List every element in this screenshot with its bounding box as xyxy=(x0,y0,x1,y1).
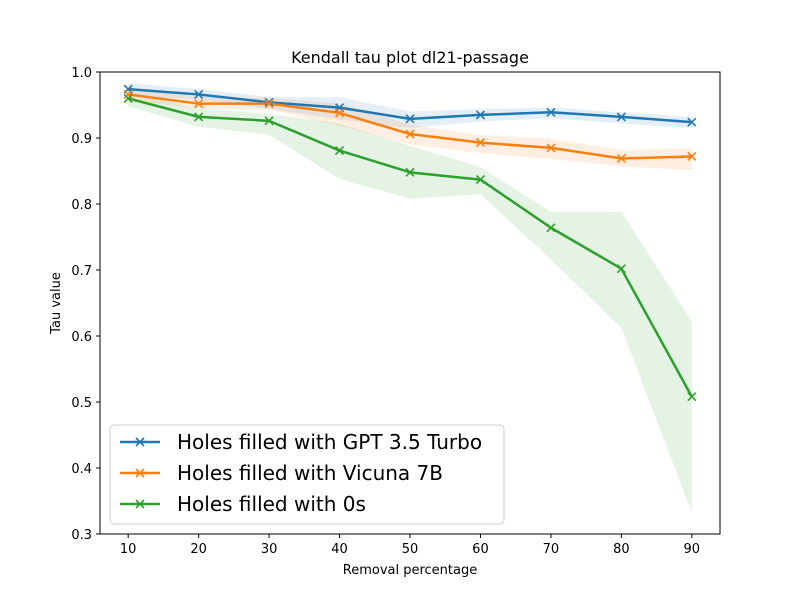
legend: Holes filled with GPT 3.5 Turbo Holes fil… xyxy=(109,424,505,525)
data-point xyxy=(264,97,274,107)
data-point xyxy=(616,153,626,164)
legend-label: Holes filled with 0s xyxy=(177,492,366,516)
data-point xyxy=(405,129,415,139)
data-point xyxy=(194,99,204,109)
legend-entry: Holes filled with Vicuna 7B xyxy=(120,461,443,485)
data-point xyxy=(264,99,274,109)
data-point xyxy=(687,117,697,127)
data-point xyxy=(616,264,626,274)
x-axis-label: Removal percentage xyxy=(343,563,477,578)
legend-label: Holes filled with Vicuna 7B xyxy=(177,461,443,485)
x-tick-label: 80 xyxy=(613,542,630,557)
x-tick-label: 40 xyxy=(331,542,348,557)
x-tick-label: 90 xyxy=(684,542,701,557)
x-tick-label: 30 xyxy=(261,542,278,557)
legend-label: Holes filled with GPT 3.5 Turbo xyxy=(177,430,482,454)
y-tick-label: 0.6 xyxy=(71,330,92,345)
data-point xyxy=(334,108,345,118)
data-point xyxy=(475,110,486,120)
data-point xyxy=(475,138,486,148)
data-point xyxy=(194,112,204,122)
data-point xyxy=(687,392,697,402)
x-tick-label: 20 xyxy=(190,542,207,557)
confidence-band-series-2 xyxy=(128,87,692,171)
x-tick-label: 10 xyxy=(120,542,137,557)
y-axis-ticks: 0.3 0.4 0.5 0.6 0.7 0.8 0.9 1.0 xyxy=(71,66,100,543)
x-axis-ticks: 10 20 30 40 50 60 70 80 90 xyxy=(120,534,700,557)
y-tick-label: 0.7 xyxy=(71,264,92,279)
y-tick-label: 0.4 xyxy=(71,462,92,477)
confidence-band-series-1 xyxy=(128,83,692,129)
x-tick-label: 70 xyxy=(543,542,560,557)
confidence-band-series-3 xyxy=(128,91,692,513)
legend-entry: Holes filled with 0s xyxy=(120,492,366,516)
data-point xyxy=(546,223,556,233)
data-point xyxy=(334,145,345,156)
y-tick-label: 0.3 xyxy=(71,528,92,543)
confidence-bands xyxy=(128,83,692,513)
y-axis-label: Tau value xyxy=(49,272,64,335)
chart-title: Kendall tau plot dl21-passage xyxy=(291,48,529,67)
y-tick-label: 0.8 xyxy=(71,198,92,213)
data-point xyxy=(405,167,415,177)
data-point xyxy=(123,93,133,103)
data-point xyxy=(264,116,274,126)
data-point xyxy=(546,107,556,117)
data-point xyxy=(616,112,626,122)
y-tick-label: 0.9 xyxy=(71,132,92,147)
x-tick-label: 60 xyxy=(472,542,489,557)
legend-frame xyxy=(109,424,505,525)
data-point xyxy=(687,151,697,162)
x-tick-label: 50 xyxy=(402,542,419,557)
data-point xyxy=(405,114,415,124)
y-tick-label: 0.5 xyxy=(71,396,92,411)
data-point xyxy=(546,143,556,153)
data-point xyxy=(475,175,486,185)
legend-entry: Holes filled with GPT 3.5 Turbo xyxy=(120,430,482,454)
y-tick-label: 1.0 xyxy=(71,66,92,81)
data-point xyxy=(123,89,133,100)
series-markers xyxy=(123,84,697,402)
data-point xyxy=(194,89,204,100)
